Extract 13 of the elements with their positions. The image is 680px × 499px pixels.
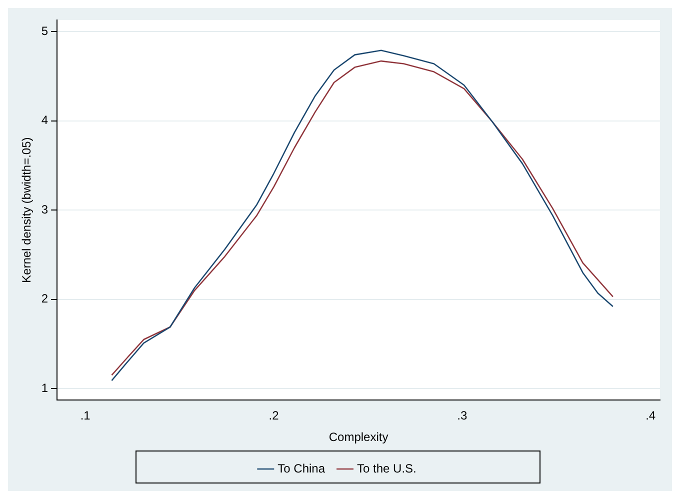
y-tick-label: 1 <box>41 380 48 395</box>
y-axis-title: Kernel density (bwidth=.05) <box>20 137 34 283</box>
legend-label: To the U.S. <box>357 461 416 476</box>
y-tick-label: 2 <box>41 292 48 306</box>
y-tick-label: 3 <box>41 202 48 216</box>
x-axis-title: Complexity <box>328 430 388 444</box>
x-tick-label: .2 <box>268 408 280 423</box>
legend-label: To China <box>278 461 326 476</box>
y-tick-label: 5 <box>41 24 48 38</box>
x-tick-label: .4 <box>646 408 656 423</box>
y-tick-label: 4 <box>41 113 48 128</box>
x-tick-label: .1 <box>80 408 91 423</box>
x-tick-label: .3 <box>457 408 468 423</box>
